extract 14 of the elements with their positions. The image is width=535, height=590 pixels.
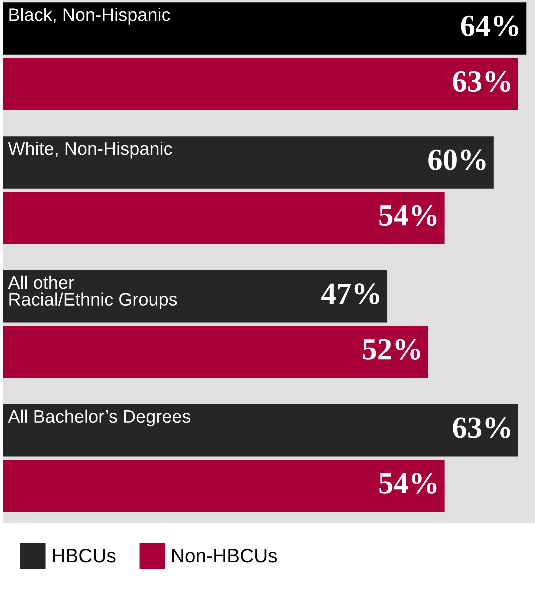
legend-label: Non-HBCUs xyxy=(172,548,278,563)
y-tick-label: All Bachelor’s Degrees xyxy=(8,410,191,427)
data-label: 60% xyxy=(428,150,486,170)
data-label: 63% xyxy=(453,418,510,438)
y-tick-label: White, Non-Hispanic xyxy=(8,142,172,159)
data-label: 64% xyxy=(461,16,519,37)
data-label: 54% xyxy=(380,473,437,494)
data-label: 54% xyxy=(380,205,437,226)
data-label: 52% xyxy=(363,339,420,360)
legend-label: HBCUs xyxy=(53,548,116,563)
data-label: 47% xyxy=(322,284,380,304)
data-label: 63% xyxy=(453,71,510,92)
y-tick-label: All other Racial/Ethnic Groups xyxy=(8,276,178,310)
y-tick-label: Black, Non-Hispanic xyxy=(10,8,170,25)
